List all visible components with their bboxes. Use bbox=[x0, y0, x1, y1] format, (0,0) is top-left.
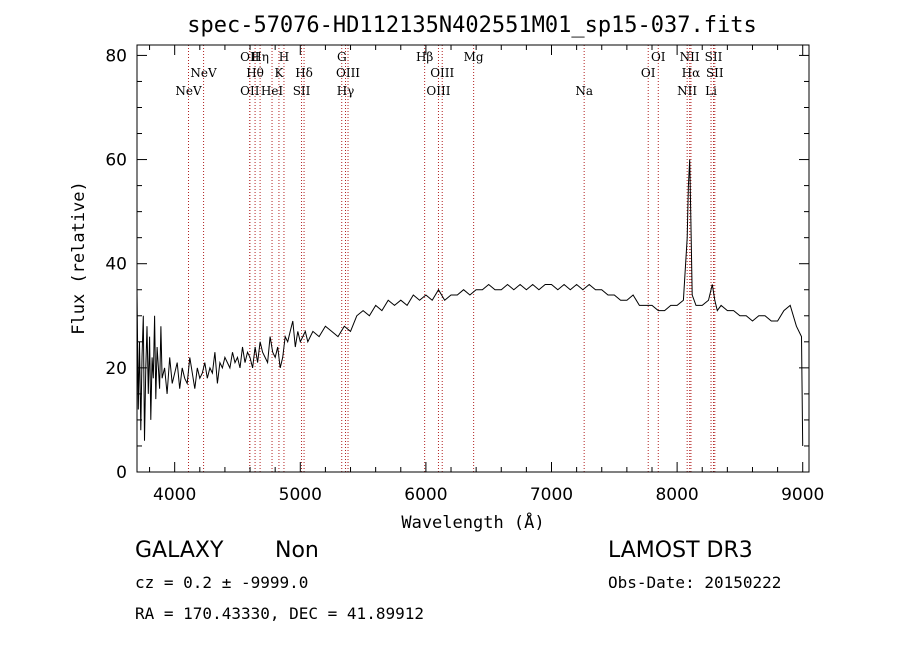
emission-line-label: OII bbox=[240, 84, 260, 98]
emission-line-label: Na bbox=[575, 84, 593, 98]
x-tick-label: 5000 bbox=[279, 485, 322, 505]
emission-line-label: SII bbox=[705, 50, 723, 64]
emission-line-label: NeV bbox=[175, 84, 202, 98]
y-tick-label: 20 bbox=[105, 359, 127, 379]
plot-frame bbox=[136, 44, 810, 473]
survey-name: LAMOST DR3 bbox=[608, 538, 753, 563]
y-tick-label: 0 bbox=[116, 463, 127, 483]
redshift-cz: cz = 0.2 ± -9999.0 bbox=[135, 573, 309, 592]
emission-line-label: NII bbox=[680, 50, 700, 64]
emission-line-label: OI bbox=[651, 50, 666, 64]
x-axis: 4000 5000 6000 7000 8000 9000 bbox=[149, 45, 824, 505]
emission-line-label: HeI bbox=[261, 84, 284, 98]
emission-line-label: OIII bbox=[336, 66, 360, 80]
emission-line-label: H bbox=[279, 50, 289, 64]
y-tick-label: 80 bbox=[105, 46, 127, 66]
emission-line-label: Hγ bbox=[337, 84, 355, 98]
x-tick-label: 8000 bbox=[655, 485, 698, 505]
y-tick-label: 60 bbox=[105, 151, 127, 171]
emission-line-label: Li bbox=[705, 84, 717, 98]
emission-line-label: SII bbox=[293, 84, 311, 98]
y-axis-label: Flux (relative) bbox=[69, 181, 89, 335]
emission-line-label: NII bbox=[677, 84, 697, 98]
emission-line-label: OIII bbox=[430, 66, 454, 80]
y-tick-label: 40 bbox=[105, 255, 127, 275]
emission-line-label: G bbox=[337, 50, 347, 64]
emission-line-label: Hθ bbox=[246, 66, 264, 80]
object-subclass: Non bbox=[275, 538, 319, 563]
emission-line-label: K bbox=[274, 66, 284, 80]
coordinates: RA = 170.43330, DEC = 41.89912 bbox=[135, 604, 424, 623]
object-class: GALAXY bbox=[135, 538, 224, 563]
x-tick-label: 6000 bbox=[404, 485, 447, 505]
emission-line-label: Hη bbox=[251, 50, 269, 64]
chart-title: spec-57076-HD112135N402551M01_sp15-037.f… bbox=[187, 13, 757, 38]
spectrum-series bbox=[136, 159, 804, 447]
emission-line-label: Hα bbox=[682, 66, 701, 80]
x-tick-label: 7000 bbox=[530, 485, 573, 505]
emission-lines bbox=[187, 45, 716, 472]
x-axis-label: Wavelength (Å) bbox=[401, 511, 544, 533]
emission-line-label: OI bbox=[641, 66, 656, 80]
y-axis: 0 20 40 60 80 bbox=[105, 46, 809, 483]
emission-line-label: Mg bbox=[464, 50, 484, 64]
x-tick-label: 9000 bbox=[781, 485, 824, 505]
emission-line-label: SII bbox=[706, 66, 724, 80]
emission-line-label: Hβ bbox=[416, 50, 433, 64]
x-tick-label: 4000 bbox=[153, 485, 196, 505]
spectrum-line bbox=[136, 159, 804, 447]
emission-line-label: OIII bbox=[426, 84, 450, 98]
emission-line-label: NeV bbox=[190, 66, 217, 80]
observation-date: Obs-Date: 20150222 bbox=[608, 573, 782, 592]
emission-line-label: OII bbox=[240, 50, 260, 64]
emission-line-label: Hδ bbox=[295, 66, 313, 80]
